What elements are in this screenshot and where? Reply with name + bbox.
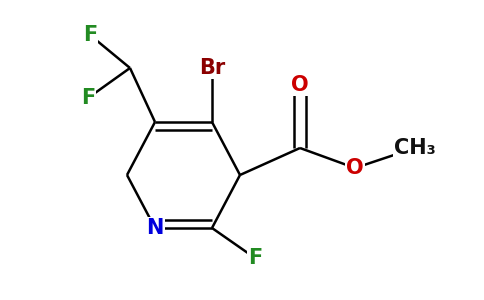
Text: O: O bbox=[291, 75, 309, 95]
Text: Br: Br bbox=[199, 58, 225, 78]
Text: F: F bbox=[81, 88, 95, 108]
Text: F: F bbox=[248, 248, 262, 268]
Text: O: O bbox=[346, 158, 364, 178]
Text: F: F bbox=[83, 25, 97, 45]
Text: CH₃: CH₃ bbox=[394, 138, 436, 158]
Text: N: N bbox=[146, 218, 164, 238]
